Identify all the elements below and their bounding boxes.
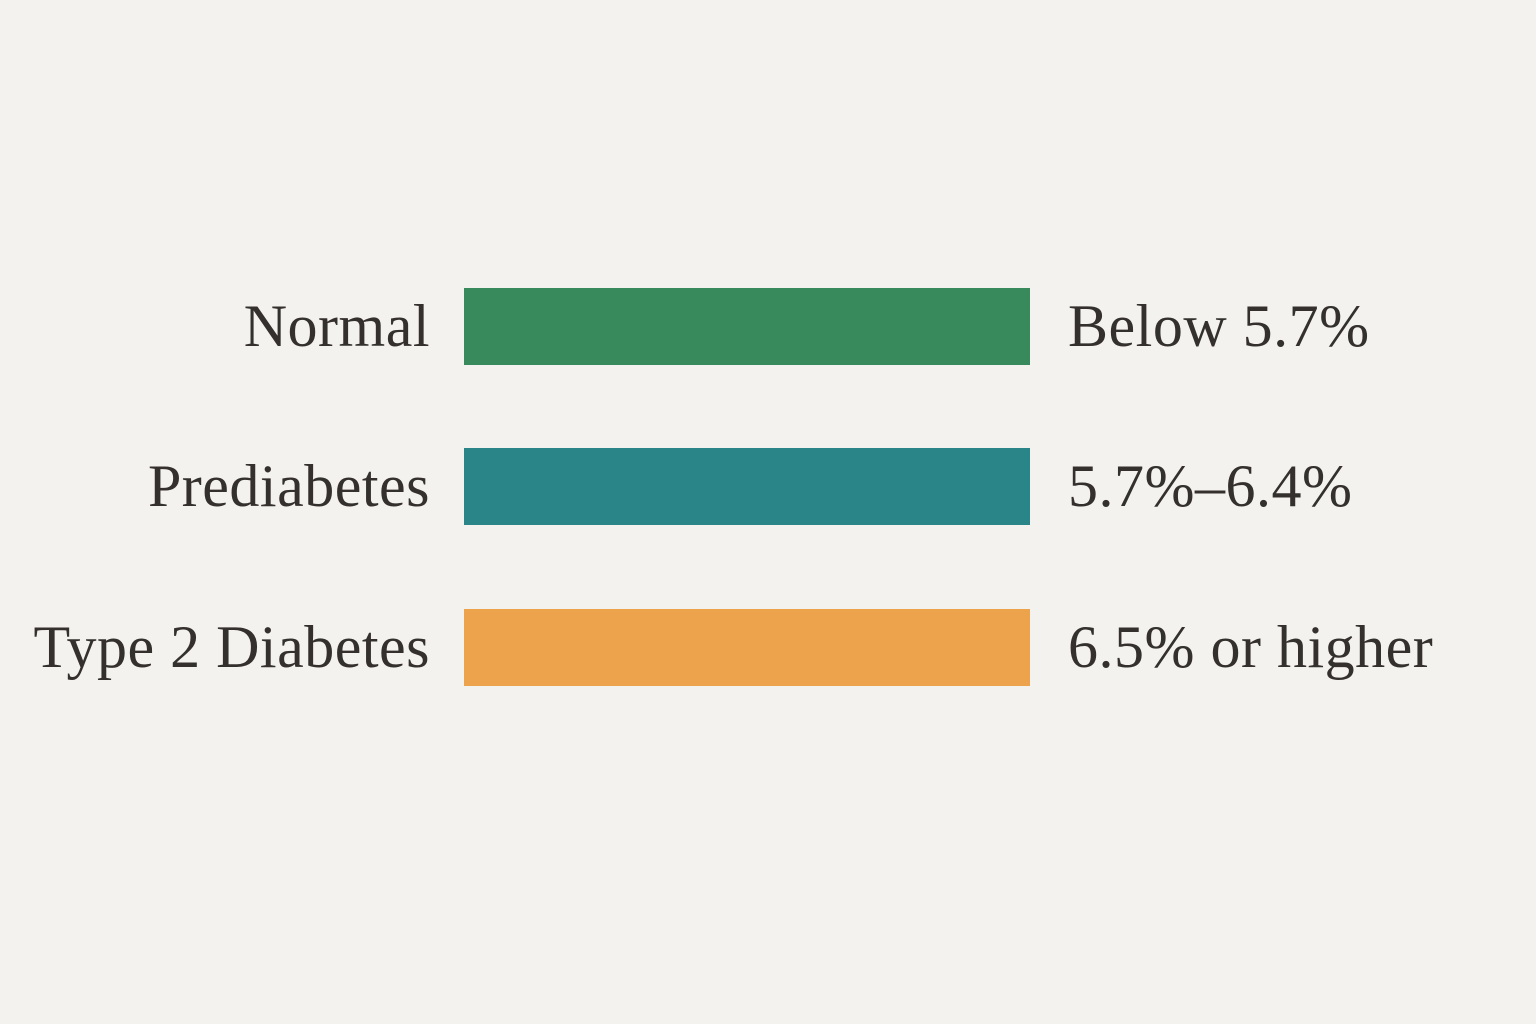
range-label-prediabetes: 5.7%–6.4% xyxy=(1068,453,1353,519)
bar-prediabetes xyxy=(464,448,1030,525)
bar-normal xyxy=(464,288,1030,365)
chart-row-normal: Normal Below 5.7% xyxy=(0,288,1536,365)
category-label-type2-diabetes: Type 2 Diabetes xyxy=(33,614,430,680)
range-label-normal: Below 5.7% xyxy=(1068,293,1370,359)
range-label-type2-diabetes: 6.5% or higher xyxy=(1068,614,1434,680)
chart-row-prediabetes: Prediabetes 5.7%–6.4% xyxy=(0,448,1536,525)
category-label-prediabetes: Prediabetes xyxy=(147,453,430,519)
bar-type2-diabetes xyxy=(464,609,1030,686)
category-label-normal: Normal xyxy=(243,293,430,359)
chart-row-type2-diabetes: Type 2 Diabetes 6.5% or higher xyxy=(0,609,1536,686)
